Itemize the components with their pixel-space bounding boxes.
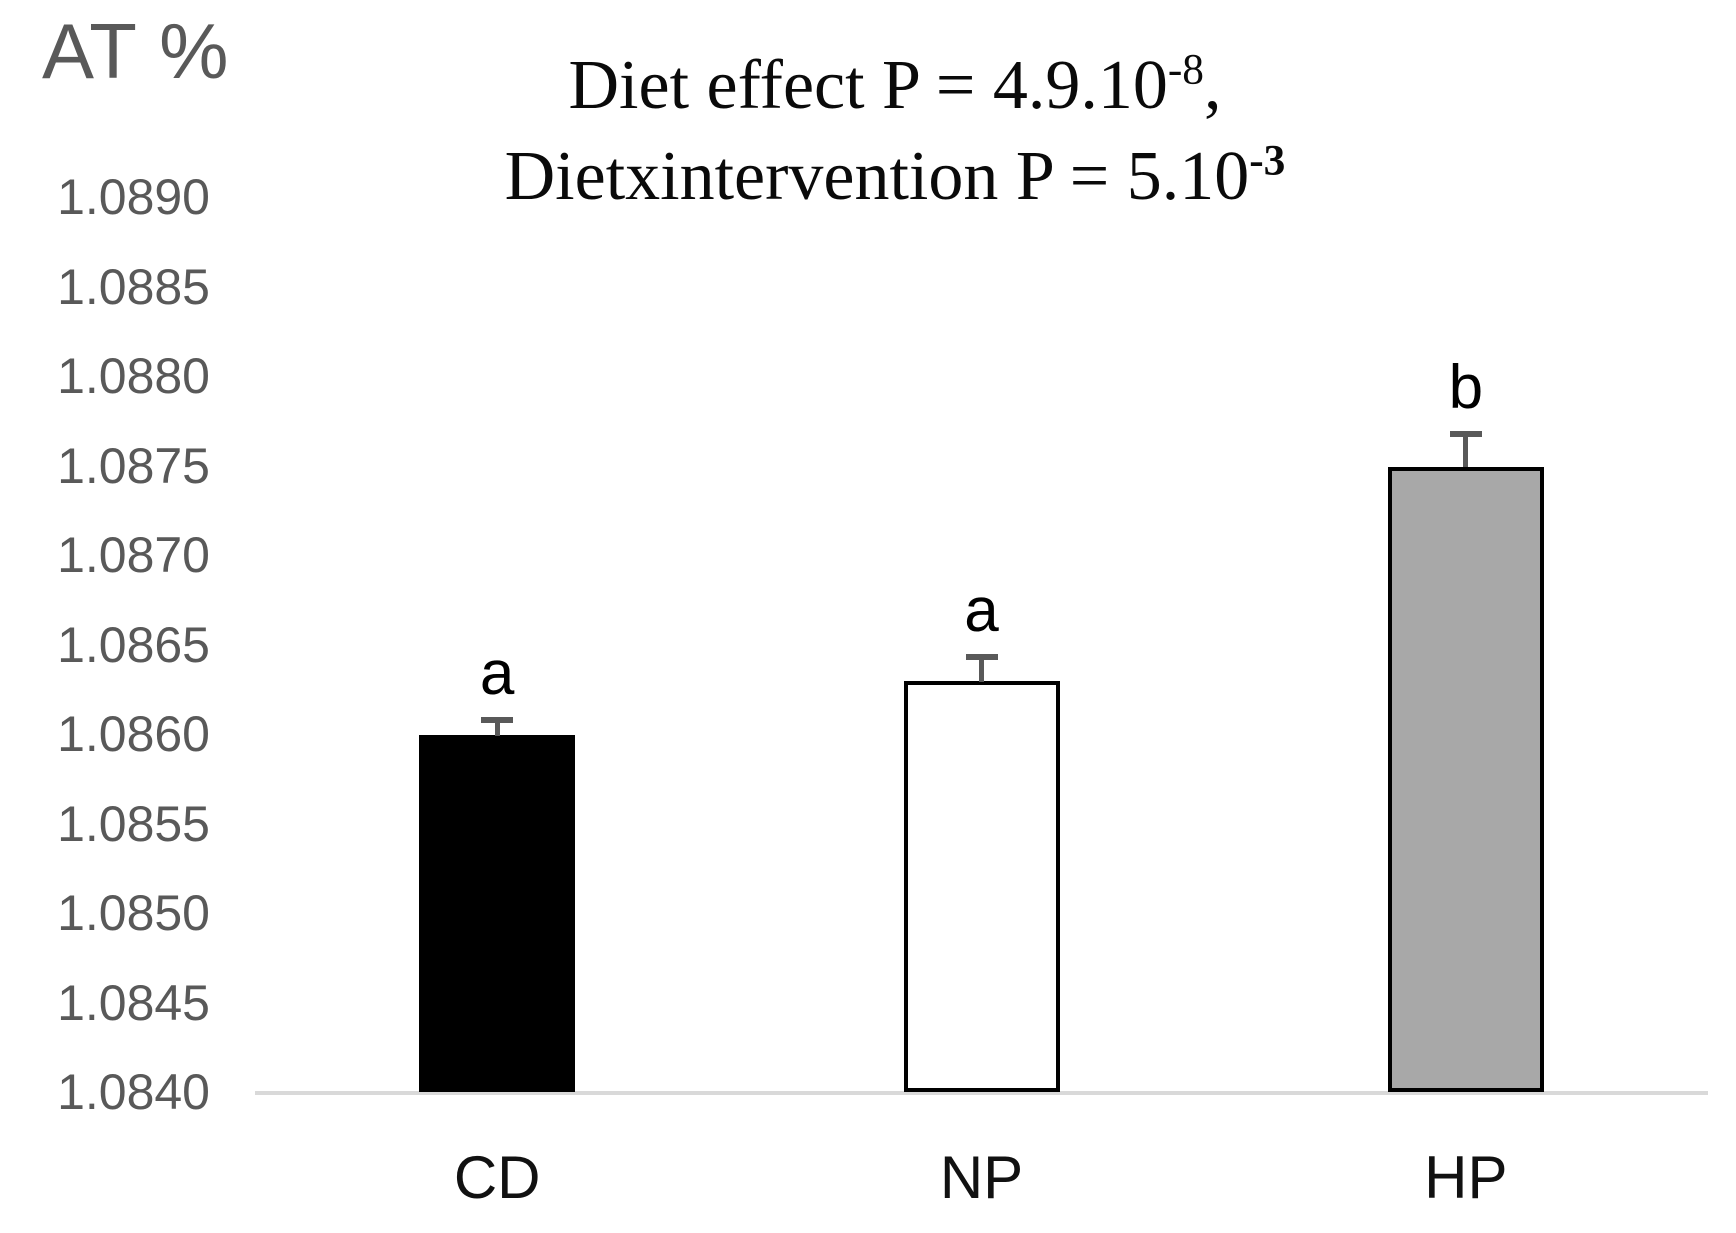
error-bar-cap: [965, 654, 998, 661]
y-axis-unit-label: AT %: [42, 7, 230, 95]
x-category-label-NP: NP: [939, 1144, 1024, 1211]
error-bar-cap: [1449, 430, 1482, 437]
y-axis-tick-label: 1.0840: [57, 1063, 210, 1120]
error-bar-whisker: [1463, 435, 1469, 468]
error-bar-whisker: [979, 659, 984, 683]
chart-title-line1: Diet effect P = 4.9.10-8,: [370, 40, 1420, 131]
chart-title: Diet effect P = 4.9.10-8, Dietxintervent…: [370, 40, 1420, 222]
chart-title-line2: Dietxintervention P = 5.10-3: [370, 131, 1420, 222]
title-text: Diet effect P = 4.9.10: [568, 47, 1168, 124]
error-bar-cap: [481, 717, 514, 724]
title-superscript-bold: -3: [1249, 136, 1286, 185]
y-axis-tick-label: 1.0890: [57, 168, 210, 225]
y-axis-tick-label: 1.0885: [57, 258, 210, 315]
y-axis-tick-label: 1.0850: [57, 884, 210, 941]
y-axis-tick-label: 1.0880: [57, 347, 210, 404]
x-category-label-HP: HP: [1424, 1144, 1508, 1211]
significance-letter-CD: a: [479, 639, 515, 709]
x-category-label-CD: CD: [453, 1144, 541, 1211]
significance-letter-NP: a: [964, 576, 999, 646]
title-superscript: -8: [1167, 45, 1204, 94]
y-axis-tick-label: 1.0875: [57, 437, 210, 494]
y-axis-tick-label: 1.0870: [57, 526, 210, 583]
error-bar-whisker: [494, 722, 500, 736]
bar-CD: [419, 735, 576, 1092]
bar-NP: [903, 681, 1060, 1092]
significance-letter-HP: b: [1448, 352, 1484, 422]
y-axis-tick-label: 1.0860: [57, 705, 210, 762]
title-text: Dietxintervention P = 5.10: [504, 138, 1250, 215]
title-comma: ,: [1204, 47, 1222, 124]
x-axis-line: [255, 1091, 1708, 1095]
y-axis-tick-label: 1.0855: [57, 795, 210, 852]
y-axis-tick-label: 1.0845: [57, 974, 210, 1031]
y-axis-tick-label: 1.0865: [57, 616, 210, 673]
bar-HP: [1387, 466, 1544, 1092]
